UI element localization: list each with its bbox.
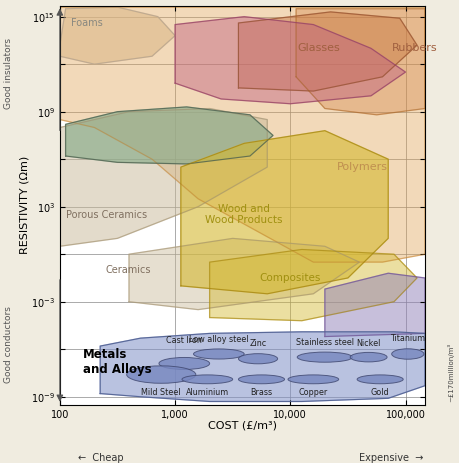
Polygon shape xyxy=(60,7,175,64)
Text: Good conductors: Good conductors xyxy=(4,307,13,383)
Polygon shape xyxy=(60,108,267,246)
Text: Polymers: Polymers xyxy=(336,162,387,172)
Polygon shape xyxy=(238,12,417,91)
Y-axis label: RESISTIVITY (Ωm): RESISTIVITY (Ωm) xyxy=(20,156,30,254)
Text: Titanium: Titanium xyxy=(390,334,425,343)
Text: Mild Steel: Mild Steel xyxy=(141,388,181,397)
Text: ←  Cheap: ← Cheap xyxy=(78,452,124,463)
Text: Aluminium: Aluminium xyxy=(186,388,229,397)
Text: Rubbers: Rubbers xyxy=(392,44,437,53)
Text: Foams: Foams xyxy=(72,18,103,28)
Ellipse shape xyxy=(182,375,233,384)
Polygon shape xyxy=(325,273,425,337)
Text: Low alloy steel: Low alloy steel xyxy=(189,335,249,344)
Polygon shape xyxy=(129,238,359,310)
Polygon shape xyxy=(175,17,405,104)
Text: Zinc: Zinc xyxy=(249,339,267,349)
Text: Porous Ceramics: Porous Ceramics xyxy=(66,210,147,219)
Text: Copper: Copper xyxy=(299,388,328,397)
Ellipse shape xyxy=(238,375,285,384)
Polygon shape xyxy=(210,250,417,321)
Ellipse shape xyxy=(288,375,339,384)
Ellipse shape xyxy=(297,352,353,362)
Ellipse shape xyxy=(357,375,403,384)
Ellipse shape xyxy=(159,357,210,369)
Ellipse shape xyxy=(194,349,244,359)
Ellipse shape xyxy=(350,352,387,362)
Text: ~£170million/m³: ~£170million/m³ xyxy=(447,343,454,402)
Polygon shape xyxy=(60,7,425,262)
Text: Nickel: Nickel xyxy=(357,338,381,348)
Ellipse shape xyxy=(392,349,424,359)
Ellipse shape xyxy=(127,366,196,383)
Polygon shape xyxy=(100,332,425,401)
Text: Glasses: Glasses xyxy=(298,44,341,53)
Text: Cast Iron: Cast Iron xyxy=(166,336,202,345)
Polygon shape xyxy=(296,9,425,115)
Polygon shape xyxy=(66,107,273,164)
Text: Good insulators: Good insulators xyxy=(4,38,13,109)
Ellipse shape xyxy=(238,354,278,364)
Text: Metals
and Alloys: Metals and Alloys xyxy=(83,348,151,376)
Text: Ceramics: Ceramics xyxy=(106,265,151,275)
Text: Brass: Brass xyxy=(251,388,273,397)
Text: Composites: Composites xyxy=(260,273,321,283)
X-axis label: COST (£/m³): COST (£/m³) xyxy=(208,421,277,431)
Text: Stainless steel: Stainless steel xyxy=(296,338,354,347)
Polygon shape xyxy=(181,131,388,294)
Text: Expensive  →: Expensive → xyxy=(359,452,424,463)
Text: Gold: Gold xyxy=(371,388,390,397)
Text: Wood and
Wood Products: Wood and Wood Products xyxy=(206,204,283,225)
